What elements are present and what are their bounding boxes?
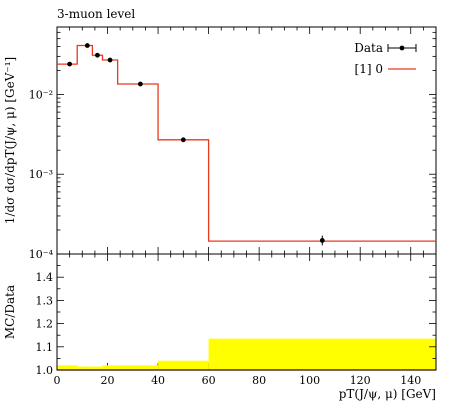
x-tick-label: 60 [202, 374, 216, 387]
ratio-band-bin [208, 338, 436, 370]
ratio-y-tick-label: 1.4 [36, 271, 54, 284]
x-tick-label: 140 [400, 374, 421, 387]
x-tick-label: 20 [101, 374, 115, 387]
x-tick-label: 80 [252, 374, 266, 387]
data-point [67, 61, 73, 67]
ratio-band-bin [102, 365, 118, 370]
legend: Data [1] 0 [354, 41, 417, 76]
ratio-y-tick-label: 1.0 [36, 364, 54, 377]
ratio-plot-panel: 0 20 40 60 80 100 120 140 1.0 1.1 1.2 1.3 1.4 MC/Data… [3, 253, 437, 401]
ratio-band-bin [117, 365, 159, 370]
x-tick-label: 120 [350, 374, 371, 387]
x-axis-label: pT(J/ψ, μ) [GeV] [339, 387, 436, 401]
ratio-y-tick-label: 1.2 [36, 318, 54, 331]
x-tick-label: 100 [299, 374, 320, 387]
y-tick-label: 10⁻³ [29, 168, 53, 181]
legend-label-data: Data [354, 41, 383, 55]
data-point [319, 238, 325, 243]
chart-title: 3-muon level [57, 7, 135, 21]
legend-label-mc: [1] 0 [355, 62, 383, 76]
legend-marker-data [399, 45, 405, 51]
ratio-band-bin [92, 366, 103, 370]
ratio-y-tick-label: 1.1 [36, 341, 54, 354]
ratio-band-bin [158, 360, 209, 370]
data-point [107, 57, 113, 63]
ratio-y-axis-label: MC/Data [3, 285, 17, 339]
data-point [95, 52, 100, 58]
data-point [84, 43, 90, 48]
y-tick-label: 10⁻⁴ [29, 248, 54, 261]
x-tick-label: 40 [151, 374, 165, 387]
data-point [180, 137, 186, 143]
data-point [137, 81, 143, 87]
x-tick-label: 0 [54, 374, 61, 387]
ratio-band-bin [77, 366, 93, 370]
ratio-band-bin [57, 365, 78, 370]
main-plot-panel: 3-muon level 10⁻² 10⁻³ 10⁻⁴ Data [1] 0 1/dσ dσ… [3, 7, 437, 370]
ratio-y-tick-label: 1.3 [36, 294, 54, 307]
y-tick-label: 10⁻² [29, 88, 53, 101]
y-axis-label: 1/dσ dσ/dpT(J/ψ, μ) [GeV⁻¹] [3, 57, 17, 224]
